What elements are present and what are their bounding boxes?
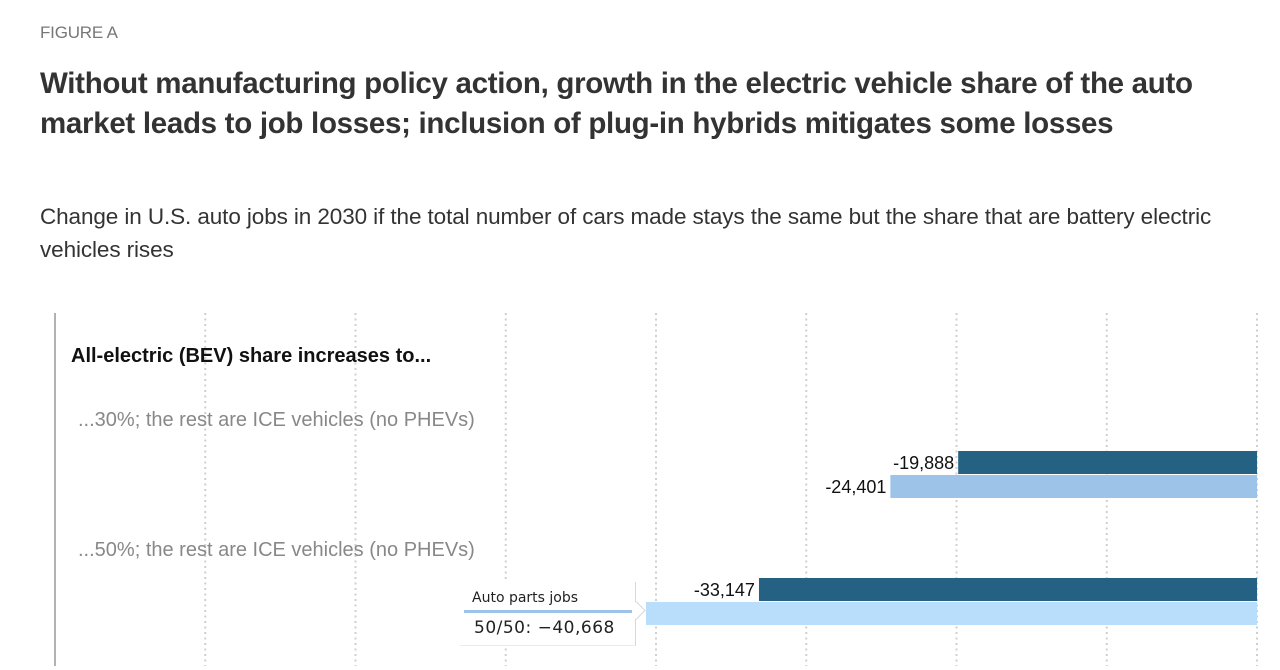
tooltip-value: 50/50: −40,668 [474,618,615,638]
data-label: -24,401 [825,477,886,497]
category-label: ...50%; the rest are ICE vehicles (no PH… [78,539,475,561]
bar-dark[interactable] [958,451,1257,474]
bar-group: ...50%; the rest are ICE vehicles (no PH… [78,539,1257,625]
tooltip-series-rule [464,610,632,613]
tooltip-series-name: Auto parts jobs [472,590,579,606]
chart-subtitle: Change in U.S. auto jobs in 2030 if the … [40,204,1212,262]
category-label: ...30%; the rest are ICE vehicles (no PH… [78,409,475,431]
bar-groups: ...30%; the rest are ICE vehicles (no PH… [78,409,1257,625]
tooltip: Auto parts jobs 50/50: −40,668 [460,582,646,646]
bar-light[interactable] [645,602,1257,625]
section-title: All-electric (BEV) share increases to... [71,345,431,367]
data-label: -19,888 [893,453,954,473]
bar-group: ...30%; the rest are ICE vehicles (no PH… [78,409,1257,498]
data-label: -33,147 [694,580,755,600]
bar-dark[interactable] [758,578,1257,601]
bar-light[interactable] [890,475,1257,498]
chart-title: Without manufacturing policy action, gro… [40,67,1193,140]
figure-label: FIGURE A [40,23,118,42]
